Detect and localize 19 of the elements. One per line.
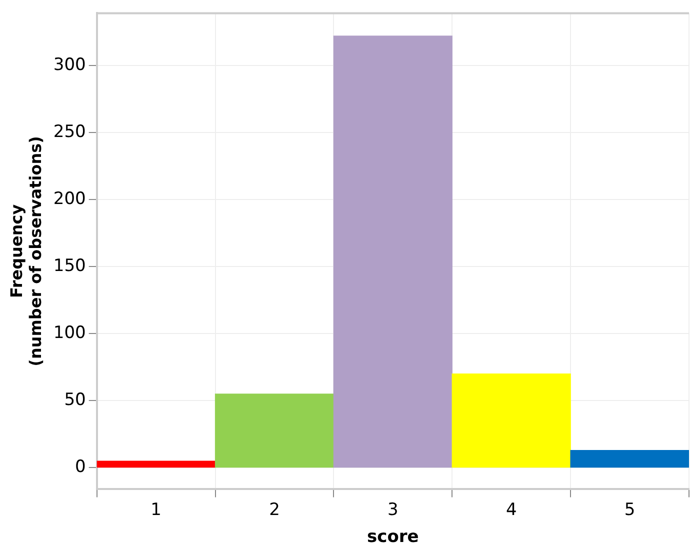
y-tick-label: 250 (53, 122, 86, 142)
y-tick-label: 100 (53, 323, 86, 344)
bar (214, 394, 334, 468)
bar (570, 450, 689, 468)
y-tick-label: 0 (75, 457, 86, 478)
x-tick-label: 4 (506, 500, 517, 520)
x-tick-label: 1 (150, 500, 162, 520)
y-tick-label: 150 (53, 256, 86, 276)
x-tick-label: 2 (269, 500, 280, 520)
bar (96, 460, 216, 468)
x-tick-label: 5 (624, 500, 636, 520)
bar (333, 36, 452, 468)
y-tick-label: 50 (64, 390, 86, 410)
y-tick-label: 300 (53, 54, 86, 75)
x-axis-title: score (367, 527, 419, 548)
bar (452, 374, 571, 468)
y-axis-title: Frequency (number of observations) (6, 136, 45, 366)
y-tick-label: 200 (53, 189, 86, 209)
x-tick-label: 3 (388, 500, 398, 520)
